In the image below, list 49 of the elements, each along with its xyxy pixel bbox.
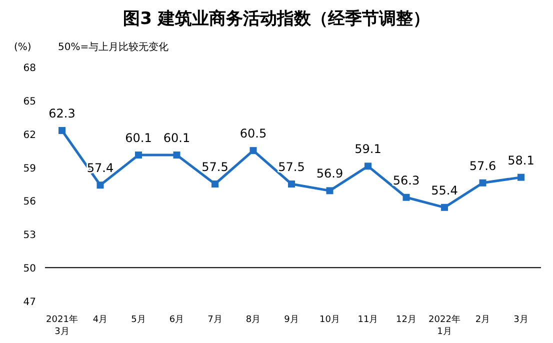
y-tick-label: 53 bbox=[23, 230, 36, 242]
point bbox=[441, 204, 448, 211]
data-label: 57.5 bbox=[202, 160, 228, 174]
point bbox=[250, 147, 257, 154]
x-tick-label: 8月 bbox=[246, 315, 261, 325]
data-label: 58.1 bbox=[508, 153, 534, 168]
x-tick-label: 7月 bbox=[208, 315, 222, 325]
data-label: 60.1 bbox=[125, 131, 152, 146]
point bbox=[364, 162, 372, 170]
y-tick-label: 56 bbox=[23, 196, 36, 208]
data-label: 55.4 bbox=[431, 183, 458, 198]
y-tick-label: 59 bbox=[23, 163, 36, 174]
x-tick-label: 4月 bbox=[92, 315, 108, 325]
point bbox=[135, 152, 142, 159]
data-label: 56.9 bbox=[316, 166, 344, 181]
point bbox=[58, 127, 66, 134]
point bbox=[518, 174, 524, 181]
data-label: 60.1 bbox=[163, 131, 190, 146]
y-tick-label: 62 bbox=[23, 130, 36, 141]
x-tick-label: 5月 bbox=[131, 315, 146, 325]
point bbox=[288, 180, 295, 188]
y-tick-label: 65 bbox=[23, 96, 36, 108]
point bbox=[326, 187, 334, 194]
point bbox=[402, 194, 410, 201]
text: 50%=与上月比较无变化 bbox=[58, 41, 169, 53]
x-tick-label: 10月 bbox=[320, 315, 340, 325]
data-label: 62.3 bbox=[48, 106, 76, 121]
y-tick-label: 50 bbox=[23, 264, 36, 275]
data-label: 56.3 bbox=[392, 173, 420, 188]
point bbox=[479, 179, 486, 186]
y-tick-label: 68 bbox=[23, 63, 36, 74]
point bbox=[212, 180, 218, 188]
x-tick-label: 6月 bbox=[169, 315, 184, 325]
point bbox=[173, 152, 180, 159]
x-tick-label: 3月 bbox=[514, 315, 528, 325]
y-axis-title: (%) bbox=[14, 42, 32, 53]
point bbox=[96, 182, 104, 189]
data-label: 60.5 bbox=[240, 126, 267, 141]
chart-title: 图3 建筑业商务活动指数（经季节调整） bbox=[123, 9, 430, 29]
x-tick-label: 11月 bbox=[358, 315, 378, 325]
data-label: 57.5 bbox=[278, 160, 305, 174]
x-tick-label: 12月 bbox=[396, 315, 416, 325]
x-tick-label: 2月 bbox=[475, 315, 490, 325]
y-tick-label: 47 bbox=[23, 297, 36, 308]
data-label: 57.6 bbox=[469, 158, 496, 173]
x-tick-label: 2021年 3月 bbox=[46, 314, 78, 337]
x-tick-label: 9月 bbox=[284, 315, 299, 325]
x-tick-label: 2022年 1月 bbox=[428, 314, 460, 337]
data-label: 59.1 bbox=[354, 142, 382, 156]
